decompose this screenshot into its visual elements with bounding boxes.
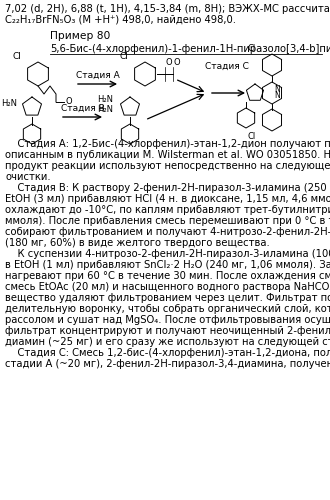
Text: N: N xyxy=(274,92,280,100)
Text: Cl: Cl xyxy=(248,44,256,53)
Text: O: O xyxy=(174,58,181,67)
Text: Стадия B: Стадия B xyxy=(61,104,104,113)
Text: нагревают при 60 °C в течение 30 мин. После охлаждения смеси ее выливают в: нагревают при 60 °C в течение 30 мин. По… xyxy=(5,271,330,281)
Text: Cl: Cl xyxy=(248,132,256,141)
Text: O: O xyxy=(65,98,72,106)
Text: смесь EtOAc (20 мл) и насыщенного водного раствора NaHCO₃ (20 мл). Твердое: смесь EtOAc (20 мл) и насыщенного водног… xyxy=(5,282,330,292)
Text: C₂₂H₁₇BrFN₅O₃ (M +H⁺) 498,0, найдено 498,0.: C₂₂H₁₇BrFN₅O₃ (M +H⁺) 498,0, найдено 498… xyxy=(5,15,236,25)
Text: EtOH (3 мл) прибавляют HCl (4 н. в диоксане, 1,15 мл, 4,6 ммоля). Затем смесь: EtOH (3 мл) прибавляют HCl (4 н. в диокс… xyxy=(5,194,330,204)
Text: Стадия B: К раствору 2-фенил-2H-пиразол-3-иламина (250 мг, 1,57 ммоля) в: Стадия B: К раствору 2-фенил-2H-пиразол-… xyxy=(5,183,330,193)
Text: охлаждают до -10°C, по каплям прибавляют трет-бутилнитрит (178 мг, 1,73: охлаждают до -10°C, по каплям прибавляют… xyxy=(5,205,330,215)
Text: фильтрат концентрируют и получают неочищенный 2-фенил-2H-пиразол-3,4-: фильтрат концентрируют и получают неочищ… xyxy=(5,326,330,336)
Text: (180 мг, 60%) в виде желтого твердого вещества.: (180 мг, 60%) в виде желтого твердого ве… xyxy=(5,238,270,248)
Text: Стадия С: Смесь 1,2-бис-(4-хлорфенил)-этан-1,2-диона, полученного на: Стадия С: Смесь 1,2-бис-(4-хлорфенил)-эт… xyxy=(5,348,330,358)
Text: H₂N: H₂N xyxy=(1,100,17,108)
Text: в EtOH (1 мл) прибавляют SnCl₂·2 H₂O (240 мг, 1,06 ммоля). Затем смесь: в EtOH (1 мл) прибавляют SnCl₂·2 H₂O (24… xyxy=(5,260,330,270)
Text: ммоля). После прибавления смесь перемешивают при 0 °C в течение 1 ч. Осадок: ммоля). После прибавления смесь перемеши… xyxy=(5,216,330,226)
Text: Стадия А: 1,2-Бис-(4-хлорфенил)-этан-1,2-дион получают по методикам,: Стадия А: 1,2-Бис-(4-хлорфенил)-этан-1,2… xyxy=(5,139,330,149)
Text: Cl: Cl xyxy=(12,52,21,61)
Text: К суспензии 4-нитрозо-2-фенил-2H-пиразол-3-иламина (100 мг, 0,53 ммоля): К суспензии 4-нитрозо-2-фенил-2H-пиразол… xyxy=(5,249,330,259)
Text: Стадия A: Стадия A xyxy=(76,71,119,80)
Text: O: O xyxy=(166,58,173,67)
Text: делительную воронку, чтобы собрать органический слой, который промывают: делительную воронку, чтобы собрать орган… xyxy=(5,304,330,314)
Text: вещество удаляют фильтрованием через целит. Фильтрат помещают в: вещество удаляют фильтрованием через цел… xyxy=(5,293,330,303)
Text: стадии А (~20 мг), 2-фенил-2H-пиразол-3,4-диамина, полученного на стадии B: стадии А (~20 мг), 2-фенил-2H-пиразол-3,… xyxy=(5,359,330,369)
Text: H₂N: H₂N xyxy=(97,96,113,104)
Text: Стадия C: Стадия C xyxy=(205,62,249,71)
Text: рассолом и сушат над MgSO₄. После отфильтровывания осушающего реагента,: рассолом и сушат над MgSO₄. После отфиль… xyxy=(5,315,330,325)
Text: Пример 80: Пример 80 xyxy=(50,31,110,41)
Text: продукт реакции используют непосредственно на следующей стадии без: продукт реакции используют непосредствен… xyxy=(5,161,330,171)
Text: H₂N: H₂N xyxy=(97,106,113,114)
Text: собирают фильтрованием и получают 4-нитрозо-2-фенил-2Н-пиразол-3-иламин: собирают фильтрованием и получают 4-нитр… xyxy=(5,227,330,237)
Text: N: N xyxy=(274,86,280,94)
Text: диамин (~25 мг) и его сразу же используют на следующей стадии.: диамин (~25 мг) и его сразу же использую… xyxy=(5,337,330,347)
Text: описанным в публикации M. Wilsterman et al. WO 03051850. Неочищенный: описанным в публикации M. Wilsterman et … xyxy=(5,150,330,160)
Text: 5,6-Бис-(4-хлорфенил)-1-фенил-1Н-пиразоло[3,4-b]пиразин: 5,6-Бис-(4-хлорфенил)-1-фенил-1Н-пиразол… xyxy=(50,44,330,54)
Text: очистки.: очистки. xyxy=(5,172,50,182)
Text: Cl: Cl xyxy=(119,52,128,61)
Text: 7,02 (d, 2H), 6,88 (t, 1H), 4,15-3,84 (m, 8H); ВЭЖХ-МС рассчитано для: 7,02 (d, 2H), 6,88 (t, 1H), 4,15-3,84 (m… xyxy=(5,4,330,14)
